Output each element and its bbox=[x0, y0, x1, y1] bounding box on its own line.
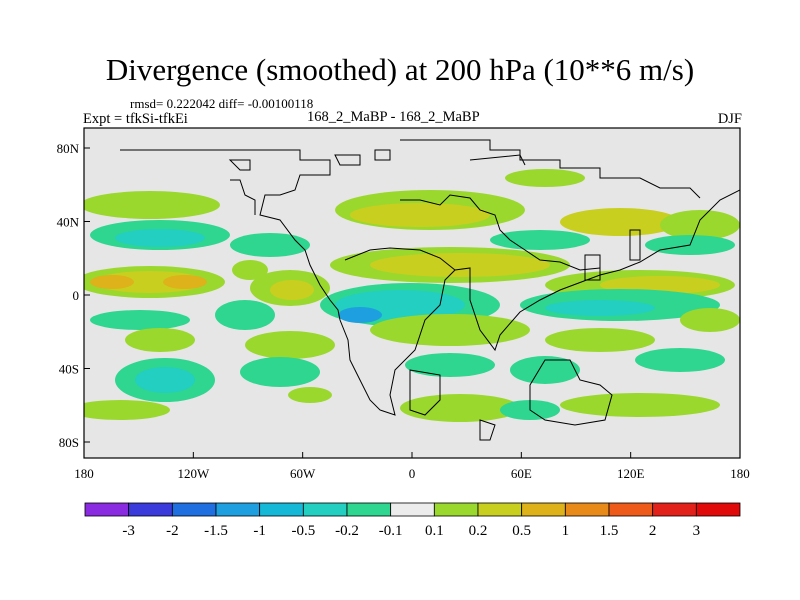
field-blob bbox=[560, 393, 720, 417]
x-tick-label: 120W bbox=[177, 466, 210, 481]
colorbar-label: -0.2 bbox=[335, 523, 359, 539]
colorbar-swatch bbox=[477, 502, 523, 517]
colorbar-swatch bbox=[128, 502, 173, 517]
coastline bbox=[400, 194, 601, 271]
x-tick-label: 60W bbox=[290, 466, 316, 481]
colorbar-label: -2 bbox=[166, 523, 179, 539]
colorbar-swatch bbox=[390, 502, 435, 517]
colorbar-label: -1.5 bbox=[204, 523, 228, 539]
field-blob bbox=[370, 314, 530, 346]
colorbar-label: 3 bbox=[693, 523, 701, 539]
y-tick-label: 40S bbox=[59, 362, 79, 377]
x-tick-label: 120E bbox=[617, 466, 645, 481]
coastline bbox=[334, 154, 361, 166]
coastline bbox=[400, 139, 701, 199]
colorbar-label: 1 bbox=[562, 523, 570, 539]
field-blob bbox=[560, 208, 680, 236]
x-tick-label: 0 bbox=[409, 466, 416, 481]
field-blob bbox=[490, 230, 590, 250]
y-tick-label: 80N bbox=[57, 141, 80, 156]
x-tick-label: 60E bbox=[511, 466, 532, 481]
field-blob bbox=[510, 356, 580, 384]
field-blob bbox=[230, 233, 310, 257]
colorbar-label: 0.2 bbox=[469, 523, 488, 539]
colorbar-label: -0.1 bbox=[379, 523, 403, 539]
colorbar-label: -1 bbox=[253, 523, 266, 539]
colorbar-label: -3 bbox=[122, 523, 135, 539]
field-blob bbox=[125, 328, 195, 352]
coastline bbox=[409, 369, 441, 416]
colorbar-swatch bbox=[608, 502, 654, 517]
colorbar-swatch bbox=[521, 502, 566, 517]
colorbar-swatch bbox=[302, 502, 348, 517]
field-blob bbox=[660, 210, 740, 240]
field-blob bbox=[545, 300, 655, 316]
colorbar-swatch bbox=[259, 502, 304, 517]
field-blob bbox=[84, 191, 220, 219]
colorbar-swatch bbox=[564, 502, 610, 517]
x-axis: 180 120W 60W 0 60E 120E 180 bbox=[74, 452, 750, 481]
field-blob bbox=[84, 400, 170, 420]
coastline bbox=[230, 179, 256, 215]
y-tick-label: 40N bbox=[57, 215, 80, 230]
coastline bbox=[228, 159, 251, 171]
colorbar-swatch bbox=[84, 502, 130, 517]
field-blob bbox=[90, 310, 190, 330]
field-blob bbox=[338, 307, 382, 323]
coastline bbox=[529, 359, 613, 426]
page-title: Divergence (smoothed) at 200 hPa (10**6 … bbox=[105, 52, 695, 87]
coastline bbox=[629, 229, 641, 261]
field-blob bbox=[90, 275, 134, 289]
y-tick-label: 0 bbox=[73, 288, 80, 303]
colorbar-label: 1.5 bbox=[600, 523, 619, 539]
field-blob bbox=[545, 328, 655, 352]
case-label: 168_2_MaBP - 168_2_MaBP bbox=[307, 109, 480, 125]
field-blob bbox=[163, 275, 207, 289]
coastline bbox=[584, 254, 601, 281]
colorbar-label: 0.5 bbox=[512, 523, 531, 539]
field-blob bbox=[240, 357, 320, 387]
y-axis: 80N 40N 0 40S 80S bbox=[57, 141, 90, 450]
field-blob bbox=[505, 169, 585, 187]
x-tick-label: 180 bbox=[730, 466, 750, 481]
colorbar-label: 0.1 bbox=[425, 523, 444, 539]
experiment-label: Expt = tfkSi-tfkEi bbox=[83, 111, 188, 127]
colorbar-swatch bbox=[652, 502, 697, 517]
field-blob bbox=[350, 203, 490, 227]
y-tick-label: 80S bbox=[59, 435, 79, 450]
field-blob bbox=[680, 308, 740, 332]
coastline bbox=[344, 247, 456, 271]
coastline bbox=[469, 154, 526, 166]
colorbar-label: 2 bbox=[649, 523, 657, 539]
field-blob bbox=[288, 387, 332, 403]
coastline bbox=[374, 149, 391, 161]
field-blob bbox=[270, 280, 314, 300]
field-blob bbox=[405, 353, 495, 377]
field-blob bbox=[370, 253, 550, 277]
field-blob bbox=[135, 367, 195, 393]
x-tick-label: 180 bbox=[74, 466, 94, 481]
season-label: DJF bbox=[717, 111, 742, 127]
colorbar-swatch bbox=[346, 502, 392, 517]
colorbar-swatch bbox=[695, 502, 741, 517]
continent-outlines bbox=[120, 139, 740, 441]
colorbar-swatch bbox=[171, 502, 217, 517]
colorbar-swatch bbox=[215, 502, 261, 517]
coastline bbox=[479, 419, 496, 441]
colorbar-label: -0.5 bbox=[291, 523, 315, 539]
field-blob bbox=[115, 229, 205, 247]
colorbar: -3 -2 -1.5 -1 -0.5 -0.2 -0.1 0.1 0.2 0.5 1 1.5 2 3 bbox=[84, 502, 741, 539]
field-blob bbox=[245, 331, 335, 359]
field-blob bbox=[400, 394, 520, 422]
field-blob bbox=[232, 260, 268, 280]
stats-text: rmsd= 0.222042 diff= -0.00100118 bbox=[130, 96, 314, 111]
colorbar-swatch bbox=[433, 502, 479, 517]
divergence-field bbox=[84, 169, 740, 422]
field-blob bbox=[635, 348, 725, 372]
coastline bbox=[120, 149, 740, 416]
field-blob bbox=[215, 300, 275, 330]
